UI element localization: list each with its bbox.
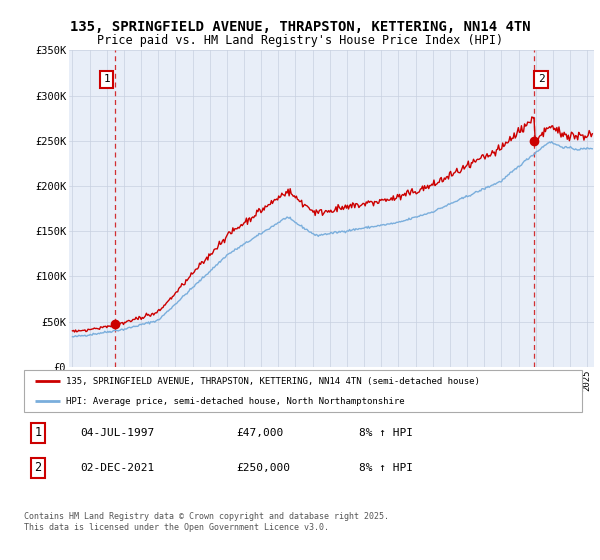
Text: 135, SPRINGFIELD AVENUE, THRAPSTON, KETTERING, NN14 4TN: 135, SPRINGFIELD AVENUE, THRAPSTON, KETT… — [70, 20, 530, 34]
Text: 8% ↑ HPI: 8% ↑ HPI — [359, 463, 413, 473]
Text: £250,000: £250,000 — [236, 463, 290, 473]
Text: 1: 1 — [103, 74, 110, 85]
Text: Contains HM Land Registry data © Crown copyright and database right 2025.
This d: Contains HM Land Registry data © Crown c… — [24, 512, 389, 532]
Text: 135, SPRINGFIELD AVENUE, THRAPSTON, KETTERING, NN14 4TN (semi-detached house): 135, SPRINGFIELD AVENUE, THRAPSTON, KETT… — [66, 377, 480, 386]
FancyBboxPatch shape — [24, 370, 582, 412]
Text: HPI: Average price, semi-detached house, North Northamptonshire: HPI: Average price, semi-detached house,… — [66, 396, 404, 405]
Text: 2: 2 — [538, 74, 545, 85]
Text: £47,000: £47,000 — [236, 428, 283, 438]
Text: 02-DEC-2021: 02-DEC-2021 — [80, 463, 154, 473]
Text: 1: 1 — [34, 426, 41, 440]
Text: 2: 2 — [34, 461, 41, 474]
Text: 04-JUL-1997: 04-JUL-1997 — [80, 428, 154, 438]
Text: 8% ↑ HPI: 8% ↑ HPI — [359, 428, 413, 438]
Text: Price paid vs. HM Land Registry's House Price Index (HPI): Price paid vs. HM Land Registry's House … — [97, 34, 503, 48]
